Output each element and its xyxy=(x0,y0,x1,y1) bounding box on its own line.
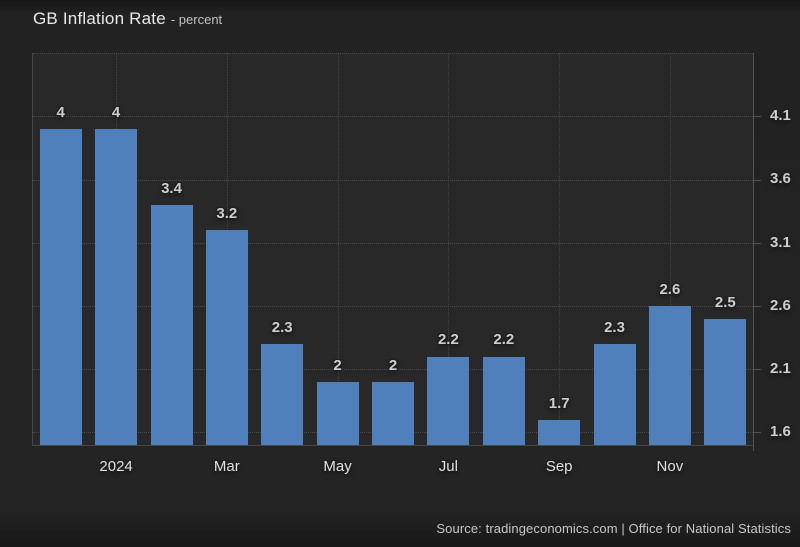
bar[interactable] xyxy=(372,381,414,445)
vertical-gridline xyxy=(337,53,339,445)
horizontal-gridline xyxy=(33,179,753,181)
bar-value-label: 2 xyxy=(388,356,398,374)
x-axis-line xyxy=(32,445,754,446)
bar-value-label: 2.6 xyxy=(659,280,681,298)
bar[interactable] xyxy=(482,356,525,445)
y-axis-tick xyxy=(753,369,761,371)
y-axis-label: 2.1 xyxy=(770,360,791,378)
x-axis-label: 2024 xyxy=(99,458,133,475)
y-axis-label: 1.6 xyxy=(770,423,791,441)
source-attribution: Source: tradingeconomics.com | Office fo… xyxy=(436,521,791,536)
y-axis-label: 3.1 xyxy=(770,233,791,251)
bar-value-label: 4 xyxy=(56,103,65,121)
y-axis-tick xyxy=(753,116,761,118)
x-axis-label: Nov xyxy=(656,458,684,475)
bar[interactable] xyxy=(704,318,747,445)
x-axis-label: Sep xyxy=(545,458,573,475)
horizontal-gridline xyxy=(33,53,753,54)
bar-value-label: 2.3 xyxy=(604,318,625,336)
bar-value-label: 3.2 xyxy=(216,205,238,223)
plot-area: 4 4 3.4 3.2 2.3 2 2 2.2 2.2 1.7 2.3 2.6 2.5 2024 Mar Ma… xyxy=(32,53,791,475)
vertical-gridline xyxy=(669,53,671,445)
bar-value-label: 2.2 xyxy=(493,331,515,349)
bar[interactable] xyxy=(95,128,138,445)
y-axis-label: 3.6 xyxy=(770,170,791,188)
horizontal-gridline xyxy=(33,369,753,371)
vertical-gridline xyxy=(448,53,450,445)
bar-value-label: 4 xyxy=(111,103,121,121)
bar-value-label: 2.2 xyxy=(437,331,459,349)
y-axis-label: 2.6 xyxy=(770,296,791,314)
vertical-gridline xyxy=(559,53,561,445)
bar[interactable] xyxy=(538,419,581,445)
bar[interactable] xyxy=(150,204,193,445)
y-axis-tick xyxy=(753,242,761,244)
bar[interactable] xyxy=(648,305,691,445)
bar[interactable] xyxy=(593,343,636,445)
chart-header: GB Inflation Rate - percent xyxy=(33,9,222,29)
y-axis-line xyxy=(753,53,754,451)
left-axis-line xyxy=(32,53,33,445)
y-axis-label: 4.1 xyxy=(770,107,791,125)
bar[interactable] xyxy=(261,343,304,445)
x-axis-label: Mar xyxy=(213,458,240,475)
y-axis-tick xyxy=(753,305,761,307)
horizontal-gridline xyxy=(33,116,753,118)
bar[interactable] xyxy=(39,128,82,445)
bar-value-label: 2.5 xyxy=(714,293,736,311)
horizontal-gridline xyxy=(33,305,753,307)
chart-title: GB Inflation Rate xyxy=(33,9,166,28)
y-axis-tick xyxy=(753,179,761,181)
horizontal-gridline xyxy=(33,242,753,244)
bar-value-label: 1.7 xyxy=(548,394,570,412)
bar[interactable] xyxy=(427,356,470,445)
bar[interactable] xyxy=(205,230,248,445)
bar-value-label: 3.4 xyxy=(161,179,182,197)
x-axis-label: May xyxy=(323,458,352,475)
y-axis-tick xyxy=(753,432,761,434)
bar-value-label: 2.3 xyxy=(271,318,293,336)
x-axis-label: Jul xyxy=(438,458,458,475)
chart-units-subtitle: - percent xyxy=(170,12,223,27)
bar-value-label: 2 xyxy=(333,356,342,374)
bar[interactable] xyxy=(316,381,359,445)
